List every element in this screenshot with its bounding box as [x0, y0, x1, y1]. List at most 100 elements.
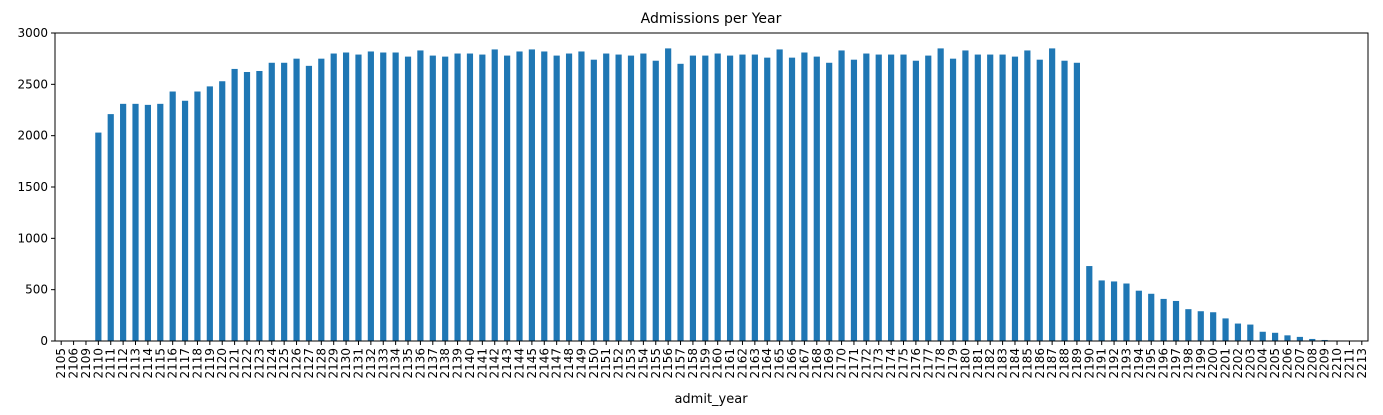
x-tick-label: 2183	[996, 348, 1010, 379]
x-tick-label: 2154	[636, 348, 650, 379]
x-tick-label: 2120	[215, 348, 229, 379]
bars	[58, 48, 1365, 342]
x-tick-label: 2184	[1008, 348, 1022, 379]
bar-2142	[491, 49, 498, 342]
x-tick-label: 2117	[178, 348, 192, 379]
bar-2209	[1321, 339, 1328, 341]
chart-title: Admissions per Year	[641, 11, 782, 27]
x-tick-label: 2179	[946, 348, 960, 379]
bar-2187	[1049, 48, 1056, 342]
x-tick-label: 2111	[104, 348, 118, 379]
x-tick-label: 2166	[785, 348, 799, 379]
bar-2118	[194, 91, 201, 342]
bar-2116	[169, 91, 176, 342]
x-tick-label: 2156	[661, 348, 675, 379]
bar-2119	[206, 86, 213, 341]
x-tick-label: 2177	[921, 348, 935, 379]
x-tick-label: 2114	[141, 348, 155, 379]
x-tick-label: 2115	[153, 348, 167, 379]
bar-2147	[553, 55, 560, 342]
bar-2152	[615, 54, 622, 342]
x-tick-label: 2181	[971, 348, 985, 379]
x-tick-label: 2123	[252, 348, 266, 379]
x-tick-label: 2150	[587, 348, 601, 379]
x-tick-label: 2145	[525, 348, 539, 379]
x-tick-label: 2162	[735, 348, 749, 379]
x-tick-label: 2168	[810, 348, 824, 379]
bar-2154	[640, 53, 647, 341]
y-tick-label: 2500	[17, 77, 48, 91]
bar-2173	[875, 54, 882, 342]
x-tick-label: 2135	[401, 348, 415, 379]
bar-2192	[1110, 281, 1118, 341]
bar-2111	[107, 114, 114, 341]
bar-2193	[1123, 283, 1130, 341]
x-tick-label: 2136	[413, 348, 427, 379]
x-tick-label: 2195	[1144, 348, 1158, 379]
bar-2175	[900, 54, 907, 342]
x-tick-label: 2141	[475, 348, 489, 379]
bar-2169	[826, 62, 833, 342]
bar-2186	[1036, 59, 1043, 341]
y-tick-label: 3000	[17, 26, 48, 40]
bar-2208	[1309, 338, 1316, 341]
bar-2146	[541, 51, 548, 341]
x-tick-label: 2186	[1033, 348, 1047, 379]
x-tick-label: 2202	[1231, 348, 1245, 379]
bar-2117	[181, 100, 189, 341]
x-tick-label: 2165	[773, 348, 787, 379]
x-tick-label: 2188	[1058, 348, 1072, 379]
y-tick-label: 500	[25, 283, 48, 297]
x-tick-label: 2182	[983, 348, 997, 379]
x-tick-label: 2109	[79, 348, 93, 379]
x-tick-label: 2143	[500, 348, 514, 379]
x-tick-label: 2173	[872, 348, 886, 379]
bar-2172	[863, 53, 870, 341]
x-tick-label: 2164	[760, 348, 774, 379]
x-tick-label: 2147	[550, 348, 564, 379]
x-tick-label: 2112	[116, 348, 130, 379]
bar-2160	[714, 53, 721, 341]
x-tick-label: 2174	[884, 348, 898, 379]
bar-2139	[454, 53, 461, 341]
bar-2144	[516, 51, 523, 341]
bar-2155	[652, 60, 659, 341]
bar-2205	[1272, 332, 1279, 341]
x-tick-label: 2197	[1169, 348, 1183, 379]
bar-2135	[404, 56, 412, 342]
bar-2129	[330, 53, 337, 341]
bar-2145	[528, 49, 535, 342]
bar-2165	[776, 49, 783, 342]
x-tick-label: 2106	[67, 348, 81, 379]
x-tick-label: 2189	[1070, 348, 1084, 379]
x-axis-title: admit_year	[674, 392, 748, 407]
x-tick-label: 2211	[1342, 348, 1356, 379]
bar-2132	[367, 51, 374, 341]
x-tick-label: 2205	[1268, 348, 1282, 379]
bar-2163	[751, 54, 758, 342]
y-tick-label: 0	[40, 334, 48, 348]
x-tick-label: 2208	[1305, 348, 1319, 379]
bar-2134	[392, 52, 399, 341]
x-tick-label: 2204	[1256, 348, 1270, 379]
bar-2198	[1185, 309, 1192, 341]
bar-2124	[268, 62, 275, 342]
bar-2181	[974, 54, 981, 342]
bar-2149	[578, 51, 585, 341]
x-tick-label: 2199	[1194, 348, 1208, 379]
x-tick-label: 2190	[1082, 348, 1096, 379]
bar-2127	[305, 65, 313, 341]
x-tick-label: 2193	[1119, 348, 1133, 379]
x-tick-label: 2192	[1107, 348, 1121, 379]
x-tick-label: 2137	[426, 348, 440, 379]
x-tick-label: 2200	[1206, 348, 1220, 379]
x-tick-label: 2144	[513, 348, 527, 379]
x-tick-label: 2146	[537, 348, 551, 379]
x-tick-label: 2170	[835, 348, 849, 379]
bar-2204	[1259, 331, 1266, 341]
bar-2112	[120, 103, 127, 341]
x-tick-label: 2128	[314, 348, 328, 379]
x-tick-label: 2185	[1020, 348, 1034, 379]
bar-2202	[1234, 323, 1242, 341]
